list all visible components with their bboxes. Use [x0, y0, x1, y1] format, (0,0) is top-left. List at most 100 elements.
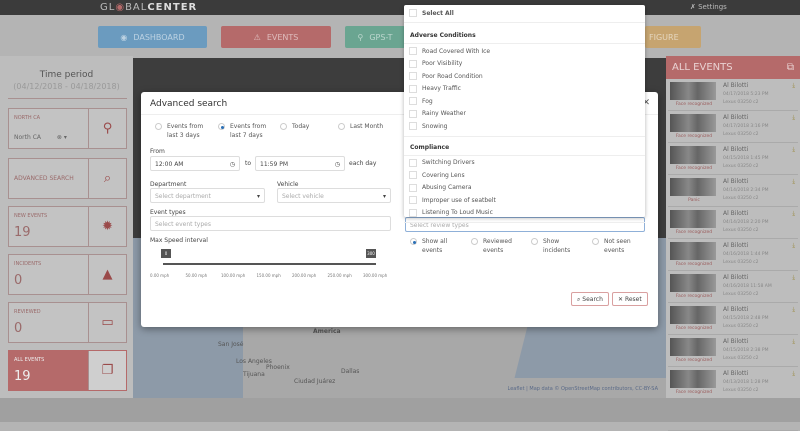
event-thumbnail[interactable]: [670, 146, 716, 164]
dropdown-option[interactable]: Poor Visibility: [409, 59, 462, 68]
dropdown-option[interactable]: Improper use of seatbelt: [409, 196, 496, 204]
incidents-card[interactable]: INCIDENTS 0 ▲: [8, 254, 127, 295]
dropdown-option[interactable]: Abusing Camera: [409, 183, 472, 192]
checkbox[interactable]: [409, 122, 417, 130]
dropdown-option[interactable]: Covering Lens: [409, 171, 465, 179]
radio-button[interactable]: [338, 123, 345, 130]
event-thumbnail[interactable]: [670, 210, 716, 228]
dropdown-option[interactable]: Rainy Weather: [409, 109, 466, 118]
close-icon[interactable]: ✕: [642, 98, 650, 108]
radio-button[interactable]: [218, 123, 225, 130]
event-thumbnail[interactable]: [670, 242, 716, 260]
to-time-input[interactable]: 11:59 PM ◷: [255, 156, 345, 171]
nav-dashboard[interactable]: ◉ DASHBOARD: [98, 26, 207, 48]
event-thumbnail[interactable]: [670, 306, 716, 324]
event-list-item[interactable]: Face recognized Al Bilotti 04/16/2018 1:44…: [668, 240, 798, 271]
event-list-item[interactable]: Face recognized Al Bilotti 04/13/2018 1:28…: [668, 368, 798, 399]
radio-option[interactable]: Events from last 7 days: [218, 122, 266, 140]
event-thumbnail[interactable]: [670, 178, 716, 196]
dropdown-option[interactable]: Listening To Loud Music: [409, 208, 493, 217]
event-list-item[interactable]: Face recognized Al Bilotti 04/16/2018 11:5…: [668, 272, 798, 303]
search-button[interactable]: ⌕ Search: [571, 292, 609, 306]
download-icon[interactable]: ⤓: [792, 274, 795, 281]
radio-option[interactable]: Last Month: [338, 122, 383, 131]
event-thumbnail[interactable]: [670, 82, 716, 100]
checkbox[interactable]: [409, 84, 417, 93]
dropdown-option[interactable]: Snowing: [409, 122, 447, 130]
nav-events[interactable]: ⚠ EVENTS: [221, 26, 331, 48]
checkbox[interactable]: [409, 97, 417, 105]
driver-name: Al Bilotti: [723, 274, 749, 281]
checkbox[interactable]: [409, 208, 417, 217]
download-icon[interactable]: ⤓: [792, 82, 795, 89]
checkbox[interactable]: [409, 158, 417, 167]
event-list-item[interactable]: Face recognized Al Bilotti 04/17/2018 3:16…: [668, 112, 798, 143]
radio-option[interactable]: Today: [280, 122, 309, 131]
all-events-card[interactable]: ALL EVENTS 19 ❐: [8, 350, 127, 391]
download-icon[interactable]: ⤓: [792, 178, 795, 185]
event-types-input[interactable]: Select event types: [150, 216, 391, 231]
checkbox[interactable]: [409, 59, 417, 68]
department-select[interactable]: Select department ▾: [150, 188, 265, 203]
dropdown-option[interactable]: Select All: [409, 9, 454, 17]
dropdown-option[interactable]: Switching Drivers: [409, 158, 475, 167]
vehicle-select[interactable]: Select vehicle ▾: [277, 188, 391, 203]
radio-button[interactable]: [155, 123, 162, 130]
checkbox[interactable]: [409, 196, 417, 204]
reset-button[interactable]: ✕ Reset: [612, 292, 648, 306]
download-icon[interactable]: ⤓: [792, 146, 795, 153]
new-events-card[interactable]: NEW EVENTS 19 ✹: [8, 206, 127, 247]
event-list-item[interactable]: Face recognized Al Bilotti 04/15/2018 1:45…: [668, 144, 798, 175]
event-thumbnail[interactable]: [670, 370, 716, 388]
settings-link[interactable]: ✗ Settings: [690, 3, 727, 11]
event-list-item[interactable]: Face recognized Al Bilotti 04/15/2018 2:38…: [668, 336, 798, 367]
copy-icon[interactable]: ⧉: [786, 62, 794, 73]
dropdown-option[interactable]: Heavy Traffic: [409, 84, 461, 93]
event-list-item[interactable]: Face recognized Al Bilotti 04/14/2018 2:20…: [668, 208, 798, 239]
radio-button[interactable]: [410, 238, 417, 245]
checkbox[interactable]: [409, 9, 417, 17]
speed-max-handle[interactable]: 300: [366, 249, 376, 258]
checkbox[interactable]: [409, 109, 417, 118]
radio-option[interactable]: Not seen events: [592, 237, 631, 255]
download-icon[interactable]: ⤓: [792, 210, 795, 217]
nav-gps[interactable]: ⚲ GPS-T: [345, 26, 405, 48]
radio-option[interactable]: Show all events: [410, 237, 447, 255]
download-icon[interactable]: ⤓: [792, 114, 795, 121]
event-thumbnail[interactable]: [670, 114, 716, 132]
event-list-item[interactable]: Panic Al Bilotti 04/14/2018 2:34 PM Lexus 0…: [668, 176, 798, 207]
download-icon[interactable]: ⤓: [792, 338, 795, 345]
checkbox[interactable]: [409, 183, 417, 192]
region-card[interactable]: NORTH CA North CA ⊗ ▾ ⚲: [8, 108, 127, 149]
radio-option[interactable]: Reviewed events: [471, 237, 512, 255]
checkbox[interactable]: [409, 72, 417, 80]
from-time-input[interactable]: 12:00 AM ◷: [150, 156, 240, 171]
nav-configure[interactable]: FIGURE: [645, 26, 701, 48]
speed-slider-track[interactable]: [163, 263, 376, 265]
region-select[interactable]: North CA ⊗ ▾: [14, 134, 67, 141]
radio-button[interactable]: [280, 123, 287, 130]
map-attribution[interactable]: Leaflet | Map data © OpenStreetMap contr…: [507, 386, 658, 392]
advanced-search-card[interactable]: ADVANCED SEARCH ⌕: [8, 158, 127, 199]
review-types-input[interactable]: Select review types: [405, 217, 645, 232]
radio-option[interactable]: Events from last 3 days: [155, 122, 203, 140]
event-list-item[interactable]: Face recognized Al Bilotti 04/15/2018 2:48…: [668, 304, 798, 335]
download-icon[interactable]: ⤓: [792, 306, 795, 313]
event-thumbnail[interactable]: [670, 274, 716, 292]
radio-button[interactable]: [531, 238, 538, 245]
radio-button[interactable]: [471, 238, 478, 245]
dropdown-option[interactable]: Poor Road Condition: [409, 72, 483, 80]
download-icon[interactable]: ⤓: [792, 370, 795, 377]
speed-min-handle[interactable]: 0: [161, 249, 171, 258]
dropdown-option[interactable]: Road Covered With Ice: [409, 47, 490, 55]
event-list-item[interactable]: Face recognized Al Bilotti 04/17/2018 5:23…: [668, 80, 798, 111]
checkbox[interactable]: [409, 47, 417, 55]
radio-option[interactable]: Show incidents: [531, 237, 570, 255]
event-thumbnail[interactable]: [670, 338, 716, 356]
event-date: 04/17/2018 5:23 PM: [723, 92, 769, 97]
checkbox[interactable]: [409, 171, 417, 179]
reviewed-card[interactable]: REVIEWED 0 ▭: [8, 302, 127, 343]
download-icon[interactable]: ⤓: [792, 242, 795, 249]
dropdown-option[interactable]: Fog: [409, 97, 433, 105]
radio-button[interactable]: [592, 238, 599, 245]
